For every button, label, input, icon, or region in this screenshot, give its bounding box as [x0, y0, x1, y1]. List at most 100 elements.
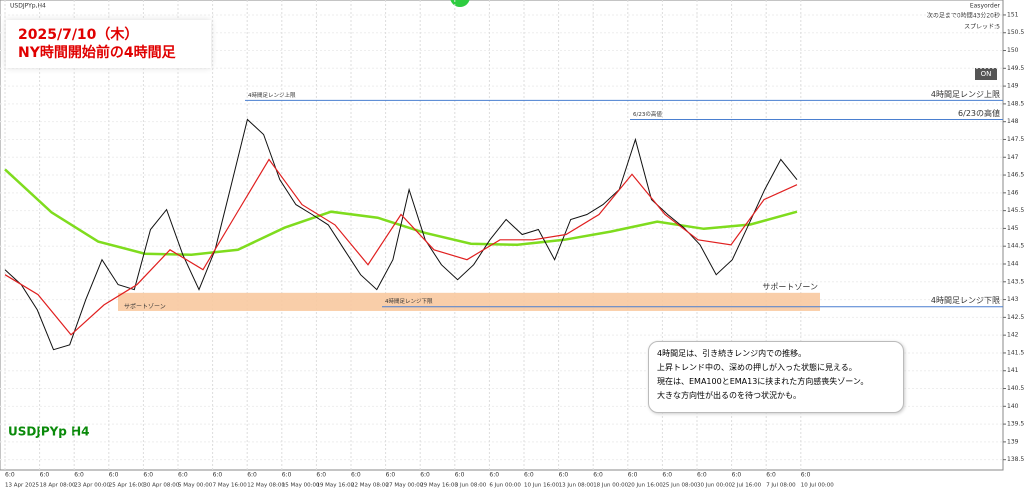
y-tick-label: 149.5 — [1007, 65, 1024, 72]
hour-label: 6:0 — [732, 472, 742, 479]
easyorder-label: Easyorder — [970, 3, 1001, 10]
support-zone-tag: サポートゾーン — [124, 302, 166, 310]
hour-label: 6:0 — [628, 472, 638, 479]
header-date: 2025/7/10（木） — [18, 27, 139, 43]
price-line — [4, 118, 798, 351]
hour-label: 6:0 — [662, 472, 672, 479]
y-tick-label: 144.5 — [1007, 243, 1024, 250]
note-box: 4時間足は、引き続きレンジ内での推移。上昇トレンド中の、深めの押しが入った状態に… — [648, 341, 904, 413]
hour-label: 6:0 — [766, 472, 776, 479]
hour-label: 6:0 — [455, 472, 465, 479]
y-tick-label: 143.5 — [1007, 278, 1024, 285]
y-tick-label: 148 — [1007, 118, 1019, 125]
date-label: 22 May 08:00 — [351, 483, 389, 489]
hour-label: 6:0 — [40, 472, 50, 479]
date-label: 18 Jun 00:00 — [593, 483, 628, 489]
ema13-line — [4, 158, 798, 336]
hour-label: 6:0 — [420, 472, 430, 479]
hour-label: 6:0 — [178, 472, 188, 479]
y-tick-label: 145.5 — [1007, 207, 1024, 214]
level-label: 4時間足レンジ下限 — [931, 296, 1000, 305]
y-tick-label: 149 — [1007, 83, 1019, 90]
date-label: 3 Jun 08:00 — [455, 483, 487, 489]
y-tick-label: 138.5 — [1007, 456, 1024, 463]
hour-label: 6:0 — [247, 472, 257, 479]
on-button-label[interactable]: ON — [981, 70, 992, 78]
date-label: 10 Jul 00:00 — [801, 483, 834, 489]
hour-label: 6:0 — [143, 472, 153, 479]
hour-label: 6:0 — [386, 472, 396, 479]
date-label: 30 Jun 00:00 — [697, 483, 732, 489]
date-label: 27 May 00:00 — [386, 483, 424, 489]
level-tag: 4時間足レンジ下限 — [385, 297, 433, 305]
hour-label: 6:0 — [5, 472, 15, 479]
date-label: 6 Jun 00:00 — [489, 483, 521, 489]
note-line: 上昇トレンド中の、深めの押しが入った状態に見える。 — [657, 363, 857, 372]
date-label: 10 Jun 16:00 — [524, 483, 559, 489]
y-tick-label: 151 — [1007, 11, 1019, 18]
y-tick-label: 144 — [1007, 260, 1019, 267]
hour-label: 6:0 — [351, 472, 361, 479]
date-label: 5 May 00:00 — [178, 483, 213, 489]
date-label: 25 Apr 16:00 — [109, 483, 145, 489]
date-label: 13 Apr 2025 — [5, 483, 40, 489]
on-button[interactable] — [975, 68, 997, 80]
hour-label: 6:0 — [524, 472, 534, 479]
hour-label: 6:0 — [282, 472, 292, 479]
date-label: 2 Jul 16:00 — [732, 483, 762, 489]
date-label: 19 May 16:00 — [316, 483, 354, 489]
date-label: 20 Jun 16:00 — [628, 483, 663, 489]
symbol-label: USDJPYp,H4 — [10, 3, 46, 10]
date-label: 18 Apr 08:00 — [40, 483, 76, 489]
y-tick-label: 140 — [1007, 403, 1019, 410]
level-label: 4時間足レンジ上限 — [931, 90, 1000, 99]
level-tag: 6/23の高値 — [633, 110, 662, 118]
y-tick-label: 146 — [1007, 189, 1019, 196]
date-label: 13 Jun 08:00 — [559, 483, 594, 489]
y-tick-label: 147.5 — [1007, 136, 1024, 143]
date-label: 25 Jun 08:00 — [662, 483, 697, 489]
y-tick-label: 146.5 — [1007, 172, 1024, 179]
y-tick-label: 142.5 — [1007, 314, 1024, 321]
date-label: 23 Apr 00:00 — [74, 483, 110, 489]
countdown: 次の足まで0時間43分20秒 — [927, 12, 1000, 20]
header: 2025/7/10（木） NY時間開始前の4時間足 — [6, 20, 211, 68]
y-tick-label: 148.5 — [1007, 100, 1024, 107]
header-subtitle: NY時間開始前の4時間足 — [18, 45, 176, 61]
y-tick-label: 142 — [1007, 332, 1019, 339]
y-tick-label: 139.5 — [1007, 421, 1024, 428]
hour-label: 6:0 — [697, 472, 707, 479]
y-tick-label: 150.5 — [1007, 29, 1024, 36]
watermark: USDJPYp H4 — [8, 425, 89, 439]
y-tick-label: 141 — [1007, 367, 1019, 374]
y-tick-label: 150 — [1007, 47, 1019, 54]
hour-label: 6:0 — [74, 472, 84, 479]
hour-label: 6:0 — [559, 472, 569, 479]
y-tick-label: 141.5 — [1007, 349, 1024, 356]
note-line: 大きな方向性が出るのを待つ状況かも。 — [657, 391, 801, 400]
hour-label: 6:0 — [489, 472, 499, 479]
level-label: 6/23の高値 — [958, 108, 1000, 118]
date-label: 30 Apr 08:00 — [143, 483, 179, 489]
hour-label: 6:0 — [316, 472, 326, 479]
date-label: 29 May 16:00 — [420, 483, 458, 489]
date-label: 7 Jul 08:00 — [766, 483, 796, 489]
y-tick-label: 147 — [1007, 154, 1019, 161]
y-tick-label: 139 — [1007, 438, 1019, 445]
hour-label: 6:0 — [109, 472, 119, 479]
y-tick-label: 140.5 — [1007, 385, 1024, 392]
support-zone-label: サポートゾーン — [762, 282, 818, 291]
date-label: 7 May 16:00 — [213, 483, 248, 489]
hour-label: 6:0 — [593, 472, 603, 479]
support-zone — [118, 292, 820, 311]
y-tick-label: 145 — [1007, 225, 1019, 232]
hour-label: 6:0 — [213, 472, 223, 479]
y-tick-label: 143 — [1007, 296, 1019, 303]
level-tag: 4時間足レンジ上限 — [248, 91, 296, 99]
note-line: 4時間足は、引き続きレンジ内での推移。 — [657, 349, 807, 358]
note-line: 現在は、EMA100とEMA13に挟まれた方向感喪失ゾーン。 — [657, 377, 869, 386]
date-label: 15 May 00:00 — [282, 483, 320, 489]
date-label: 12 May 08:00 — [247, 483, 285, 489]
